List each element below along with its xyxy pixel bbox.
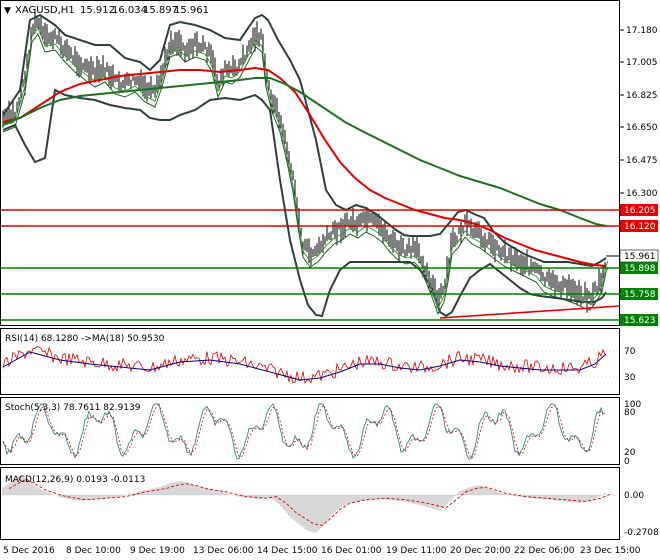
time-label: 16 Dec 01:00 — [321, 546, 382, 556]
macd-label: MACD(12,26,9) 0.0193 -0.0113 — [5, 475, 145, 485]
price-tick: 16.300 — [626, 189, 658, 199]
price-tick: 17.180 — [626, 26, 658, 36]
ma-slow-green-line — [2, 77, 607, 227]
svg-text:16.205: 16.205 — [624, 206, 656, 216]
stoch-tick-100: 100 — [624, 400, 641, 410]
time-axis: 5 Dec 2016 8 Dec 10:00 9 Dec 19:00 13 De… — [3, 546, 641, 556]
macd-tick-zero: 0.00 — [624, 491, 644, 501]
price-tick: 16.475 — [626, 156, 658, 166]
stoch-plot — [2, 403, 606, 460]
rsi-plot — [1, 346, 619, 384]
ma-slow-red-line — [2, 66, 607, 267]
time-label: 13 Dec 06:00 — [193, 546, 254, 556]
time-label: 20 Dec 20:00 — [450, 546, 511, 556]
time-label: 8 Dec 10:00 — [66, 546, 121, 556]
ohlc-high: 16.034 — [112, 5, 147, 16]
macd-panel-frame[interactable] — [0, 467, 620, 540]
stoch-tick-0: 0 — [624, 457, 630, 467]
svg-text:15.898: 15.898 — [624, 264, 656, 274]
bollinger-upper-band — [2, 13, 607, 268]
stoch-label: Stoch(5,3,3) 78.7611 82.9139 — [5, 403, 141, 413]
stoch-panel-frame[interactable] — [0, 397, 620, 465]
stoch-k-line — [2, 403, 606, 460]
time-label: 23 Dec 15:00 — [580, 546, 641, 556]
time-label: 14 Dec 15:00 — [257, 546, 318, 556]
main-price-axis: 17.180 17.005 16.825 16.650 16.475 16.30… — [620, 26, 658, 199]
ohlc-close: 15.961 — [174, 5, 209, 16]
support-trend-line — [439, 305, 621, 319]
main-chart-plot — [2, 8, 609, 318]
svg-text:15.623: 15.623 — [624, 316, 656, 326]
price-tick: 17.005 — [626, 58, 658, 68]
rsi-line — [2, 346, 606, 384]
level-badge-15898: 15.898 — [620, 262, 658, 274]
stoch-tick-80: 80 — [624, 408, 636, 418]
svg-text:15.758: 15.758 — [624, 290, 656, 300]
level-badge-current-price: 15.961 — [619, 249, 659, 263]
rsi-tick-70: 70 — [624, 347, 636, 357]
time-label: 9 Dec 19:00 — [130, 546, 185, 556]
stoch-axis: 100 80 20 0 — [624, 400, 641, 467]
time-label: 19 Dec 11:00 — [386, 546, 447, 556]
time-label: 22 Dec 06:00 — [514, 546, 575, 556]
stoch-d-line — [2, 404, 606, 459]
time-label: 5 Dec 2016 — [3, 546, 55, 556]
ma-medium-line — [2, 32, 609, 316]
price-levels — [1, 209, 621, 321]
rsi-label: RSI(14) 68.1280 ->MA(18) 50.9530 — [5, 334, 165, 344]
symbol-name: XAGUSD,H1 — [15, 5, 75, 16]
macd-signal-line — [8, 478, 613, 526]
level-badge-15623: 15.623 — [620, 314, 658, 326]
stoch-tick-20: 20 — [624, 448, 636, 458]
ma-fast-line — [2, 26, 609, 310]
macd-plot — [1, 475, 619, 533]
svg-text:15.961: 15.961 — [624, 252, 656, 262]
rsi-tick-30: 30 — [624, 373, 636, 383]
macd-tick-min: -0.2708 — [624, 528, 659, 538]
rsi-axis: 70 30 — [624, 347, 636, 383]
main-chart-frame[interactable] — [0, 0, 620, 326]
bollinger-lower-band — [2, 88, 607, 318]
chart-menu-triangle-icon[interactable]: ▼ — [4, 6, 11, 16]
rsi-ma-line — [2, 351, 607, 381]
price-tick: 16.650 — [626, 123, 658, 133]
ohlc-low: 15.897 — [143, 5, 178, 16]
svg-text:16.120: 16.120 — [624, 222, 656, 232]
level-badge-16120: 16.120 — [620, 220, 658, 232]
level-badge-16205: 16.205 — [620, 204, 658, 216]
price-tick: 16.825 — [626, 91, 658, 101]
macd-axis: 0.00 -0.2708 — [624, 491, 659, 538]
ohlc-open: 15.912 — [80, 5, 115, 16]
level-badge-15758: 15.758 — [620, 288, 658, 300]
